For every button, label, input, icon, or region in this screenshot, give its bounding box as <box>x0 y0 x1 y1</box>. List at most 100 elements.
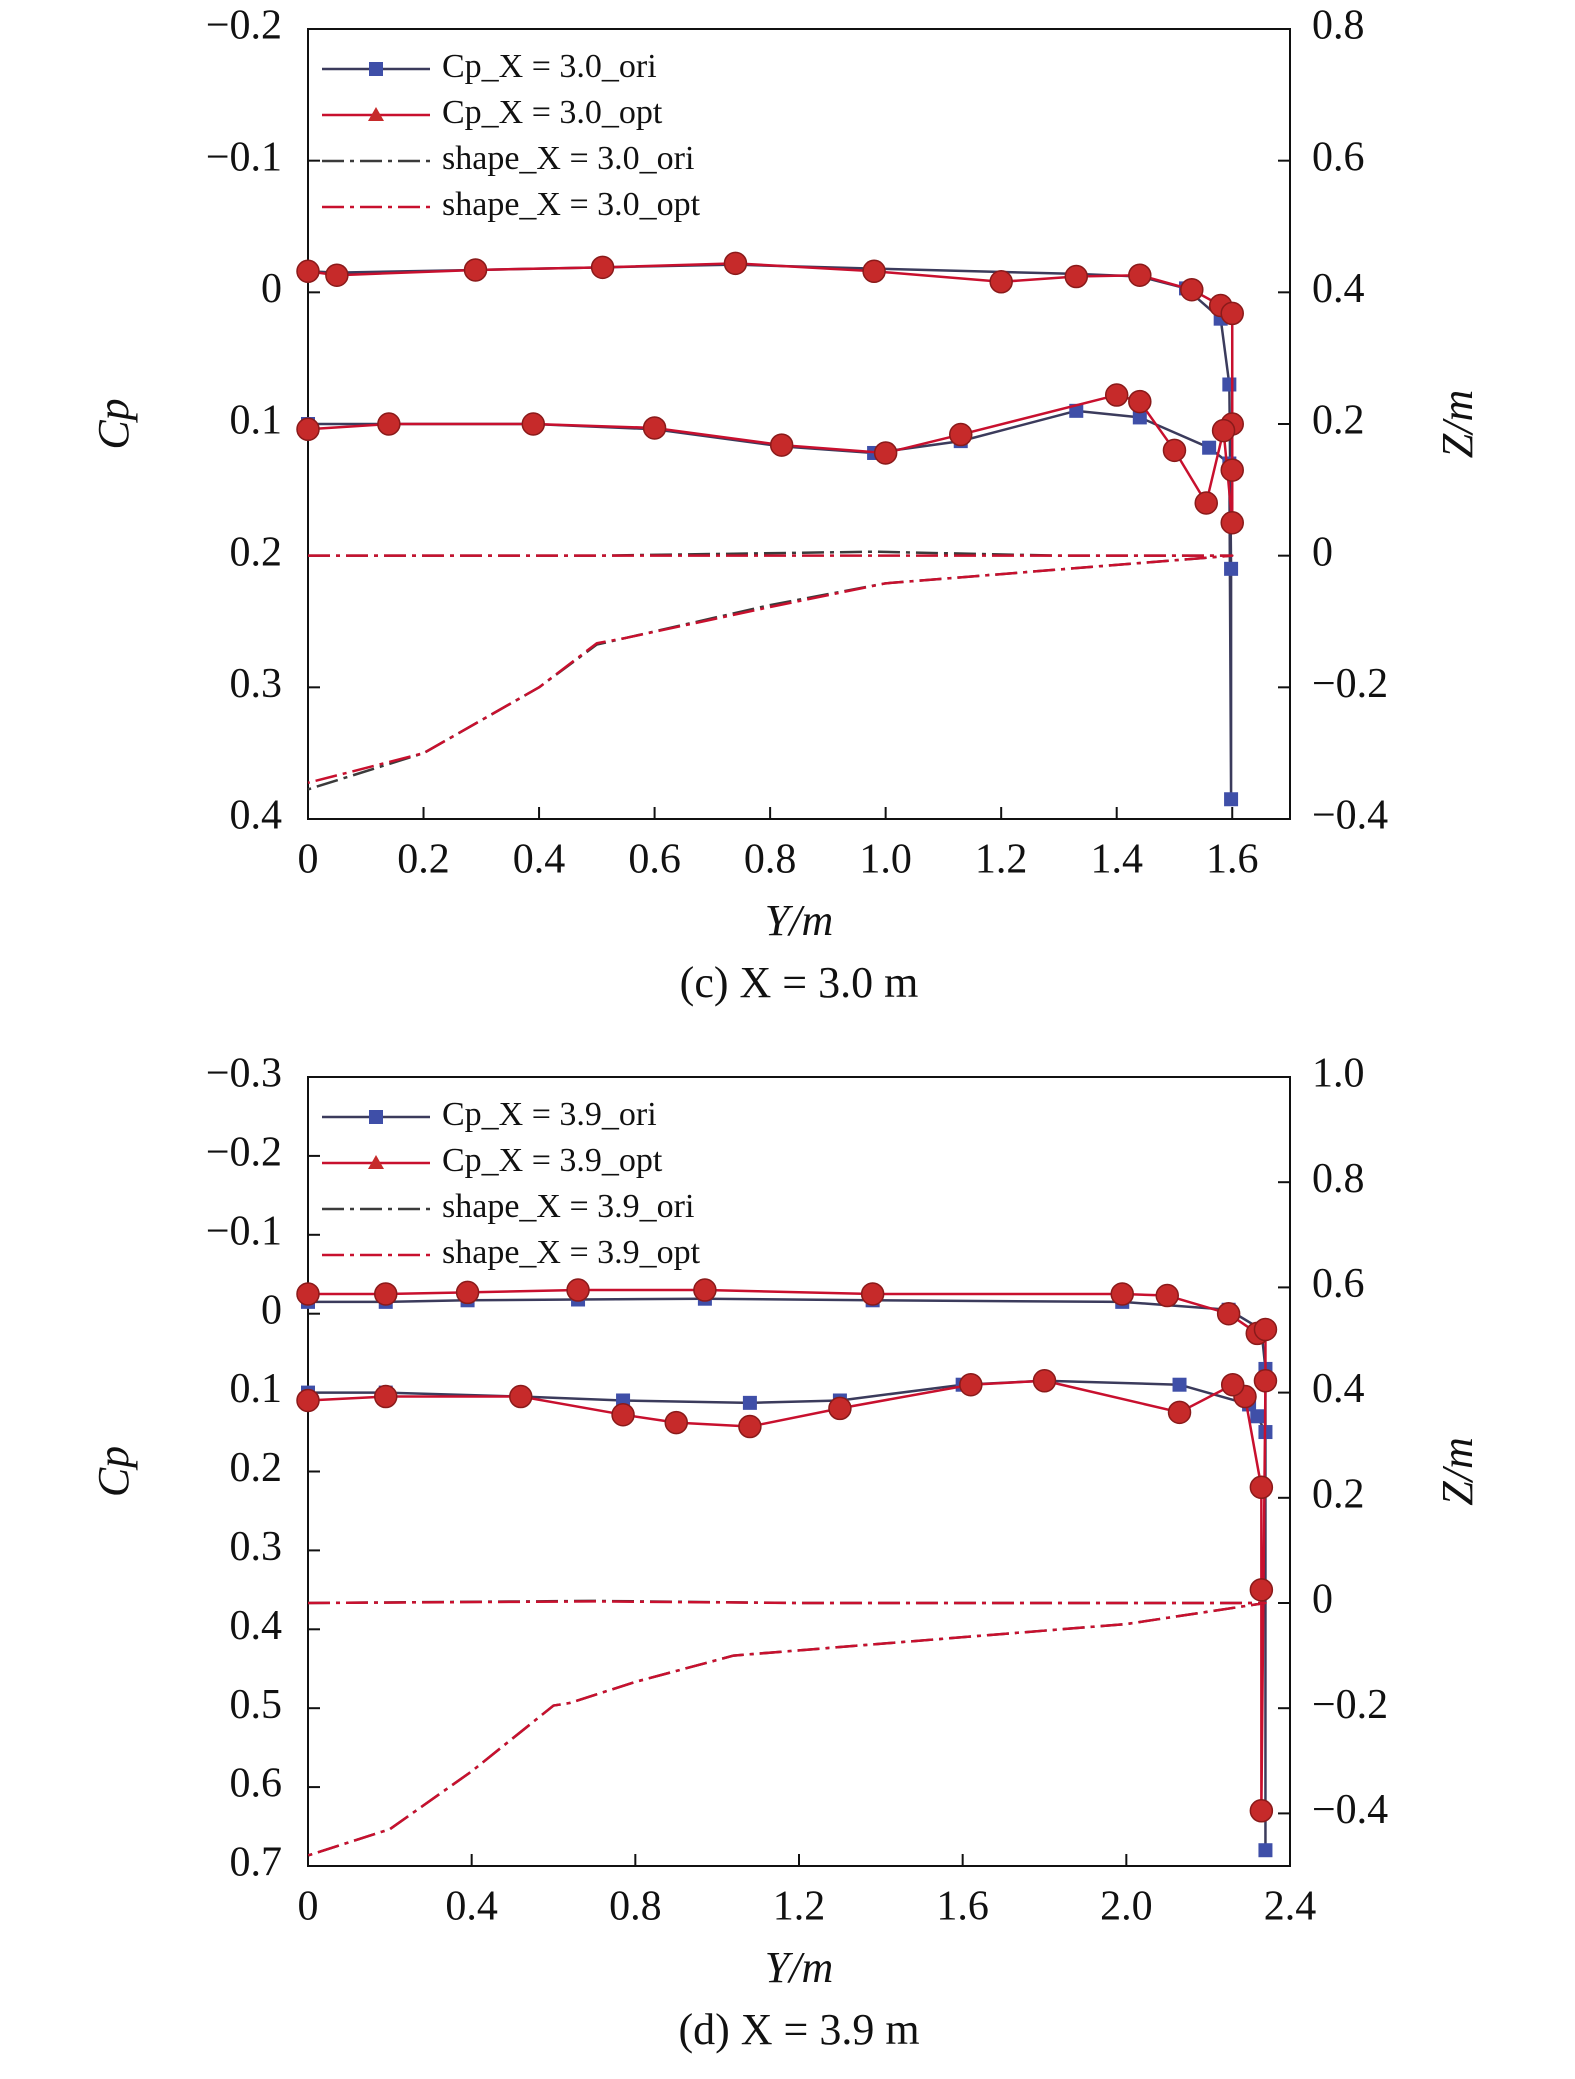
marker <box>693 1278 717 1302</box>
x-axis-label: Y/m <box>765 1943 833 1992</box>
x-tick-label: 0 <box>298 1884 319 1930</box>
y-tick-label: 0.4 <box>230 793 283 839</box>
y-tick-label: −0.2 <box>206 3 282 49</box>
marker <box>1167 1400 1192 1425</box>
marker <box>1032 1369 1057 1393</box>
y2-tick-label: 0 <box>1312 1577 1333 1623</box>
marker <box>1172 1377 1187 1392</box>
marker <box>769 433 794 457</box>
legend-label: Cp_X = 3.9_opt <box>442 1142 663 1179</box>
legend-label: shape_X = 3.9_opt <box>442 1234 701 1271</box>
marker <box>1249 1799 1274 1823</box>
marker <box>862 259 886 284</box>
y2-tick-label: 0.8 <box>1312 3 1365 49</box>
x-tick-label: 1.2 <box>975 837 1028 883</box>
marker <box>1249 1475 1274 1500</box>
marker <box>1253 1317 1278 1342</box>
marker <box>1128 263 1152 287</box>
marker <box>989 270 1013 294</box>
x-axis-label: Y/m <box>765 896 833 945</box>
y-axis-label: Cp <box>89 398 138 449</box>
y-tick-label: 0.2 <box>230 529 283 575</box>
caption: (d) X = 3.9 m <box>678 2005 919 2054</box>
series-line <box>308 1297 1267 1852</box>
caption: (c) X = 3.0 m <box>680 958 919 1007</box>
y2-tick-label: 0.2 <box>1312 398 1365 444</box>
marker <box>1220 1372 1245 1397</box>
marker <box>1132 410 1147 425</box>
y2-tick-label: 0 <box>1312 529 1333 575</box>
marker <box>377 412 401 436</box>
marker <box>566 1278 590 1302</box>
marker <box>1064 264 1089 289</box>
legend-label: Cp_X = 3.0_opt <box>442 94 663 131</box>
y2-tick-label: 0.6 <box>1312 1261 1365 1307</box>
marker <box>1224 561 1239 576</box>
y2-tick-label: 0.8 <box>1312 1156 1365 1202</box>
marker <box>373 1282 398 1306</box>
x-tick-label: 0.4 <box>445 1884 498 1930</box>
y-tick-label: 0.5 <box>230 1682 283 1728</box>
y-tick-label: 0.1 <box>230 398 283 444</box>
marker <box>1220 458 1244 482</box>
legend-marker <box>368 107 384 121</box>
marker <box>1250 1409 1265 1424</box>
x-tick-label: 0.8 <box>609 1884 662 1930</box>
y-tick-label: −0.2 <box>206 1130 282 1176</box>
legend-marker <box>369 1110 383 1124</box>
marker <box>1222 377 1237 392</box>
y2-tick-label: 0.6 <box>1312 134 1365 180</box>
marker <box>590 255 615 280</box>
y-tick-label: 0.3 <box>230 661 283 707</box>
series-line <box>307 1600 1267 1857</box>
y2-tick-label: −0.4 <box>1312 793 1388 839</box>
marker <box>1224 792 1239 807</box>
marker <box>463 258 488 282</box>
x-tick-label: 0.4 <box>513 837 566 883</box>
series-line <box>307 263 1233 801</box>
y-tick-label: 0 <box>261 1287 282 1333</box>
marker <box>296 417 320 442</box>
series-line <box>307 262 1234 524</box>
x-tick-label: 1.0 <box>859 837 912 883</box>
marker <box>296 1282 320 1306</box>
marker <box>1220 301 1244 326</box>
x-tick-label: 2.0 <box>1100 1884 1153 1930</box>
legend-label: Cp_X = 3.9_ori <box>442 1096 657 1133</box>
marker <box>1104 383 1129 407</box>
marker <box>521 412 546 436</box>
marker <box>1216 1301 1241 1326</box>
y-tick-label: −0.1 <box>206 1208 282 1254</box>
marker <box>1249 1578 1274 1602</box>
marker <box>1180 277 1204 302</box>
series-line <box>307 1288 1267 1813</box>
legend-marker <box>369 62 383 76</box>
y-tick-label: 0.4 <box>230 1603 283 1649</box>
marker <box>723 251 748 276</box>
y2-tick-label: 0.4 <box>1312 1366 1365 1412</box>
marker <box>1110 1282 1134 1306</box>
x-tick-label: 0.6 <box>628 837 681 883</box>
marker <box>738 1414 762 1439</box>
x-tick-label: 0 <box>298 837 319 883</box>
marker <box>828 1396 852 1421</box>
y2-tick-label: −0.2 <box>1312 661 1388 707</box>
y2-tick-label: 0.2 <box>1312 1471 1365 1517</box>
marker <box>1253 1369 1278 1393</box>
marker <box>325 263 349 287</box>
marker <box>455 1280 480 1305</box>
marker <box>1258 1843 1273 1858</box>
marker <box>948 422 973 447</box>
marker <box>611 1402 635 1427</box>
legend-marker <box>368 1155 384 1169</box>
marker <box>1194 491 1218 515</box>
y-tick-label: −0.3 <box>206 1051 282 1097</box>
x-tick-label: 2.4 <box>1264 1884 1317 1930</box>
marker <box>1128 389 1152 414</box>
marker <box>1202 440 1217 455</box>
marker <box>509 1384 533 1409</box>
y-tick-label: −0.1 <box>206 134 282 180</box>
marker <box>664 1410 688 1435</box>
series-line <box>307 1599 1267 1857</box>
